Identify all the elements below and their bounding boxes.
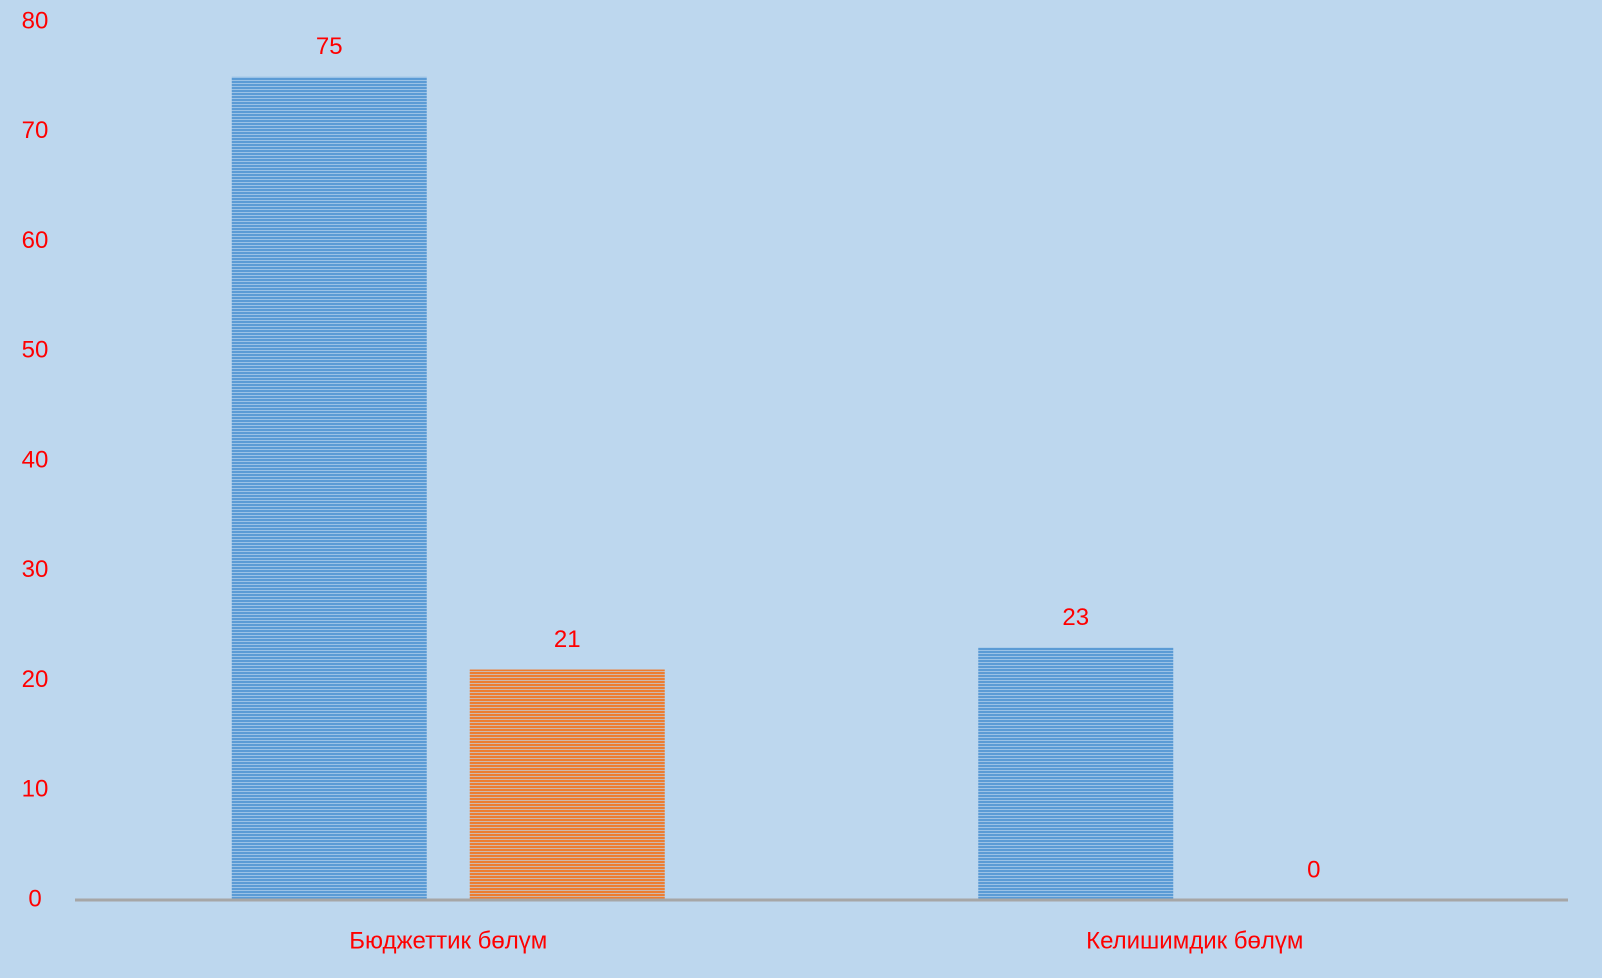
bar	[231, 76, 427, 900]
value-label: 21	[554, 626, 581, 653]
y-tick-label: 20	[22, 666, 49, 693]
bar	[978, 647, 1174, 900]
value-label: 0	[1307, 856, 1320, 883]
value-label: 75	[316, 33, 343, 60]
y-tick-label: 80	[22, 7, 49, 34]
y-tick-label: 40	[22, 446, 49, 473]
y-tick-label: 10	[22, 776, 49, 803]
value-label: 23	[1062, 604, 1089, 631]
y-tick-label: 60	[22, 227, 49, 254]
y-tick-label: 50	[22, 337, 49, 364]
x-tick-label: Келишимдик бөлүм	[1086, 927, 1303, 954]
x-tick-label: Бюджеттик бөлүм	[349, 927, 547, 954]
y-tick-label: 0	[28, 885, 41, 912]
y-tick-label: 70	[22, 117, 49, 144]
bar	[469, 669, 665, 900]
y-tick-label: 30	[22, 556, 49, 583]
